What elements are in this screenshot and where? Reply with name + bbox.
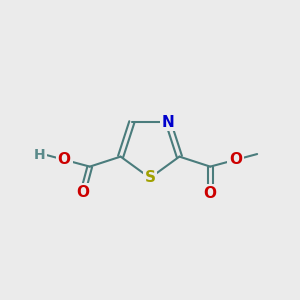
Text: O: O xyxy=(229,152,242,167)
Text: O: O xyxy=(204,186,217,201)
Text: O: O xyxy=(76,185,89,200)
Text: H: H xyxy=(34,148,46,162)
Text: N: N xyxy=(162,115,175,130)
Text: O: O xyxy=(58,152,71,167)
Text: S: S xyxy=(145,170,155,185)
